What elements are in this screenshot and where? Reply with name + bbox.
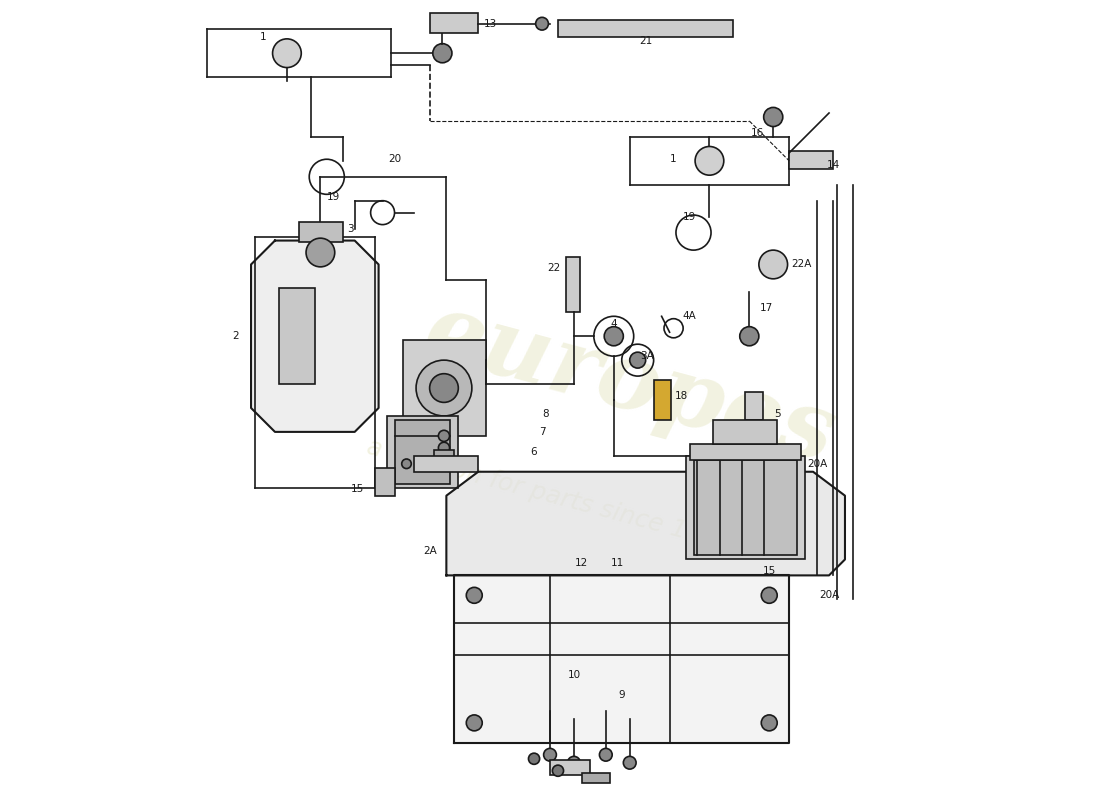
Text: 20A: 20A (818, 590, 839, 600)
Text: 11: 11 (612, 558, 625, 569)
Bar (789, 151, 833, 169)
Text: europes: europes (415, 286, 845, 482)
Bar (693, 460, 798, 555)
Text: 15: 15 (351, 484, 364, 494)
Text: 8: 8 (542, 410, 549, 419)
Text: 15: 15 (762, 566, 776, 577)
Circle shape (306, 238, 334, 267)
Circle shape (552, 765, 563, 776)
Circle shape (624, 756, 636, 769)
Circle shape (543, 748, 557, 761)
Bar (582, 773, 609, 782)
Circle shape (600, 748, 613, 761)
Circle shape (629, 352, 646, 368)
Circle shape (759, 250, 788, 279)
Text: 2A: 2A (424, 546, 438, 557)
Circle shape (439, 430, 450, 442)
Bar (434, 450, 453, 460)
Text: 12: 12 (575, 558, 589, 569)
Bar (386, 416, 459, 488)
Circle shape (761, 587, 778, 603)
Bar (550, 760, 590, 774)
Polygon shape (454, 575, 789, 743)
Bar (403, 340, 486, 436)
Circle shape (439, 442, 450, 454)
Text: 14: 14 (826, 160, 839, 170)
Bar (375, 468, 395, 496)
Text: 9: 9 (618, 690, 625, 700)
Text: 19: 19 (683, 212, 696, 222)
Text: 3: 3 (348, 223, 354, 234)
Text: 18: 18 (675, 391, 689, 401)
Bar (395, 420, 450, 484)
Text: 10: 10 (568, 670, 581, 680)
Bar (714, 420, 778, 444)
Circle shape (466, 715, 482, 731)
Text: 4: 4 (610, 319, 617, 330)
Text: 20: 20 (388, 154, 401, 164)
Text: a passion for parts since 1985: a passion for parts since 1985 (364, 435, 736, 556)
Circle shape (604, 326, 624, 346)
Circle shape (763, 107, 783, 126)
Circle shape (746, 424, 762, 440)
Text: 3A: 3A (640, 351, 654, 361)
Bar (299, 222, 343, 242)
Text: 1: 1 (670, 154, 676, 164)
Circle shape (433, 459, 443, 469)
Bar (690, 444, 801, 460)
Text: 22: 22 (548, 263, 561, 274)
Text: 13: 13 (484, 18, 497, 29)
Bar (565, 257, 581, 312)
Bar (430, 14, 478, 34)
Circle shape (739, 326, 759, 346)
Bar (746, 392, 763, 420)
Polygon shape (447, 472, 845, 575)
Bar (653, 380, 671, 420)
Circle shape (536, 18, 549, 30)
Text: 6: 6 (530, 447, 538, 457)
Text: 20A: 20A (807, 458, 827, 469)
Text: 17: 17 (760, 303, 773, 314)
Bar (685, 456, 805, 559)
Text: 16: 16 (750, 128, 763, 138)
Circle shape (402, 459, 411, 469)
Bar (415, 456, 478, 472)
Bar (558, 20, 734, 38)
Circle shape (466, 587, 482, 603)
Polygon shape (251, 241, 378, 432)
Bar (279, 288, 315, 384)
Circle shape (432, 44, 452, 62)
Text: 5: 5 (774, 410, 781, 419)
Text: 4A: 4A (683, 311, 696, 322)
Circle shape (568, 756, 581, 769)
Text: 1: 1 (260, 32, 266, 42)
Text: 22A: 22A (791, 259, 812, 270)
Circle shape (430, 374, 459, 402)
Circle shape (273, 39, 301, 67)
Circle shape (695, 146, 724, 175)
Text: 2: 2 (232, 331, 239, 342)
Circle shape (416, 360, 472, 416)
Text: 21: 21 (639, 36, 652, 46)
Text: 7: 7 (539, 427, 546, 437)
Text: 19: 19 (327, 192, 340, 202)
Circle shape (528, 753, 540, 764)
Circle shape (761, 715, 778, 731)
